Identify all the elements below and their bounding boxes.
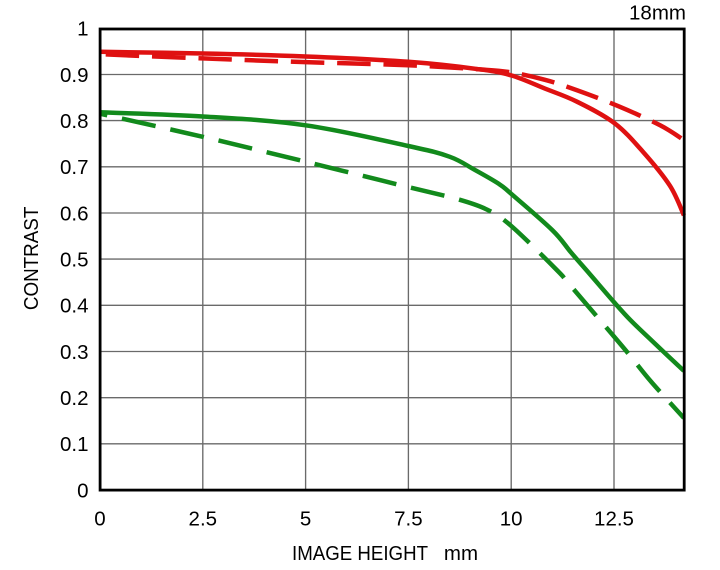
svg-text:CONTRAST: CONTRAST bbox=[20, 206, 43, 310]
svg-text:mm: mm bbox=[444, 542, 478, 565]
svg-text:0.8: 0.8 bbox=[60, 110, 89, 133]
svg-text:0.7: 0.7 bbox=[60, 156, 89, 179]
svg-text:0.3: 0.3 bbox=[60, 341, 89, 364]
svg-text:0.2: 0.2 bbox=[60, 387, 89, 410]
svg-text:0.9: 0.9 bbox=[60, 64, 89, 87]
svg-text:10: 10 bbox=[500, 507, 523, 530]
svg-text:2.5: 2.5 bbox=[189, 507, 218, 530]
svg-text:0: 0 bbox=[77, 479, 88, 502]
svg-text:18mm: 18mm bbox=[629, 1, 686, 24]
svg-text:0: 0 bbox=[94, 507, 105, 530]
svg-text:0.4: 0.4 bbox=[60, 295, 89, 318]
svg-text:IMAGE HEIGHT: IMAGE HEIGHT bbox=[292, 542, 428, 565]
svg-text:0.1: 0.1 bbox=[60, 433, 89, 456]
svg-text:0.6: 0.6 bbox=[60, 202, 89, 225]
svg-text:12.5: 12.5 bbox=[594, 507, 634, 530]
svg-text:7.5: 7.5 bbox=[394, 507, 423, 530]
svg-text:1: 1 bbox=[77, 18, 88, 41]
svg-text:0.5: 0.5 bbox=[60, 249, 89, 272]
svg-text:5: 5 bbox=[300, 507, 311, 530]
